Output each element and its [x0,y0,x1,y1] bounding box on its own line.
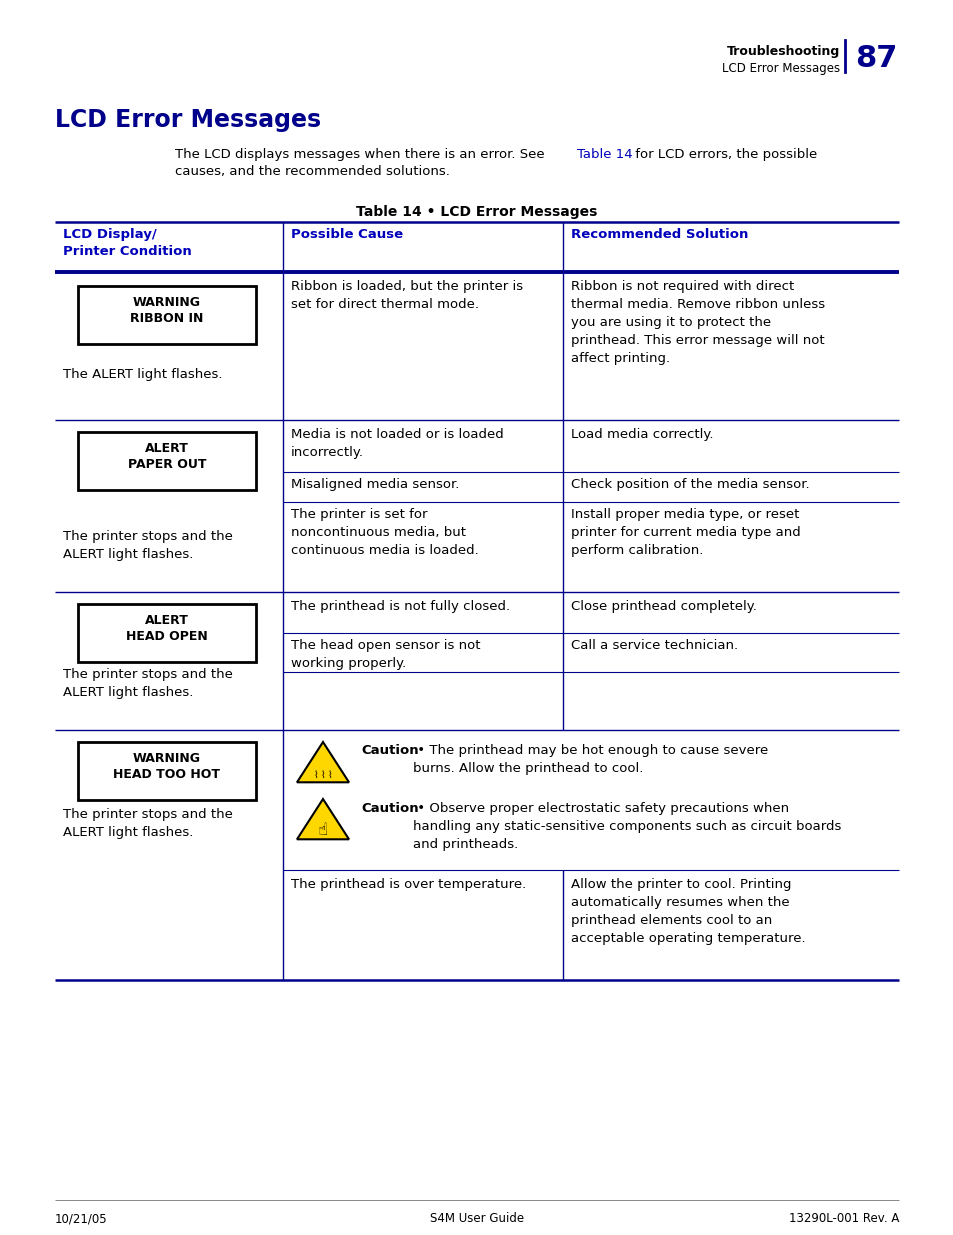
Text: 87: 87 [854,44,897,73]
FancyBboxPatch shape [78,742,255,800]
Text: Ribbon is not required with direct
thermal media. Remove ribbon unless
you are u: Ribbon is not required with direct therm… [571,280,824,366]
Text: Recommended Solution: Recommended Solution [571,228,747,241]
FancyBboxPatch shape [78,432,255,490]
Polygon shape [296,799,349,840]
Polygon shape [296,742,349,782]
Text: LCD Display/
Printer Condition: LCD Display/ Printer Condition [63,228,192,258]
FancyBboxPatch shape [78,287,255,345]
Text: Media is not loaded or is loaded
incorrectly.: Media is not loaded or is loaded incorre… [291,429,503,459]
Text: RIBBON IN: RIBBON IN [131,312,204,325]
Text: 13290L-001 Rev. A: 13290L-001 Rev. A [788,1212,898,1225]
Text: Ribbon is loaded, but the printer is
set for direct thermal mode.: Ribbon is loaded, but the printer is set… [291,280,522,311]
Text: Possible Cause: Possible Cause [291,228,403,241]
Text: LCD Error Messages: LCD Error Messages [55,107,321,132]
Text: • Observe proper electrostatic safety precautions when
handling any static-sensi: • Observe proper electrostatic safety pr… [413,802,841,851]
Text: for LCD errors, the possible: for LCD errors, the possible [630,148,817,161]
Text: The LCD displays messages when there is an error. See: The LCD displays messages when there is … [174,148,548,161]
Text: Troubleshooting: Troubleshooting [726,44,840,58]
FancyBboxPatch shape [78,604,255,662]
Text: Table 14 • LCD Error Messages: Table 14 • LCD Error Messages [355,205,598,219]
Text: ALERT: ALERT [145,442,189,454]
Text: ☝: ☝ [317,821,328,839]
Text: ALERT: ALERT [145,614,189,627]
Text: 10/21/05: 10/21/05 [55,1212,108,1225]
Text: causes, and the recommended solutions.: causes, and the recommended solutions. [174,165,450,178]
Text: The head open sensor is not
working properly.: The head open sensor is not working prop… [291,638,480,671]
Text: HEAD OPEN: HEAD OPEN [126,630,208,643]
Text: Caution: Caution [360,743,418,757]
Text: PAPER OUT: PAPER OUT [128,458,206,471]
Text: WARNING: WARNING [132,296,201,309]
Text: Call a service technician.: Call a service technician. [571,638,738,652]
Text: ⌇: ⌇ [327,771,332,781]
Text: HEAD TOO HOT: HEAD TOO HOT [113,768,220,781]
Text: • The printhead may be hot enough to cause severe
burns. Allow the printhead to : • The printhead may be hot enough to cau… [413,743,767,776]
Text: ⌇: ⌇ [314,771,318,781]
Text: The printer stops and the
ALERT light flashes.: The printer stops and the ALERT light fl… [63,530,233,561]
Text: The printhead is over temperature.: The printhead is over temperature. [291,878,526,890]
Text: The printer is set for
noncontinuous media, but
continuous media is loaded.: The printer is set for noncontinuous med… [291,508,478,557]
Text: Table 14: Table 14 [577,148,632,161]
Text: LCD Error Messages: LCD Error Messages [721,62,840,75]
Text: Check position of the media sensor.: Check position of the media sensor. [571,478,809,492]
Text: The printer stops and the
ALERT light flashes.: The printer stops and the ALERT light fl… [63,808,233,839]
Text: Caution: Caution [360,802,418,815]
Text: Misaligned media sensor.: Misaligned media sensor. [291,478,459,492]
Text: Install proper media type, or reset
printer for current media type and
perform c: Install proper media type, or reset prin… [571,508,800,557]
Text: Close printhead completely.: Close printhead completely. [571,600,756,613]
Text: The printhead is not fully closed.: The printhead is not fully closed. [291,600,510,613]
Text: ⌇: ⌇ [320,771,325,781]
Text: WARNING: WARNING [132,752,201,764]
Text: The ALERT light flashes.: The ALERT light flashes. [63,368,222,382]
Text: S4M User Guide: S4M User Guide [430,1212,523,1225]
Text: Load media correctly.: Load media correctly. [571,429,713,441]
Text: Allow the printer to cool. Printing
automatically resumes when the
printhead ele: Allow the printer to cool. Printing auto… [571,878,804,945]
Text: The printer stops and the
ALERT light flashes.: The printer stops and the ALERT light fl… [63,668,233,699]
